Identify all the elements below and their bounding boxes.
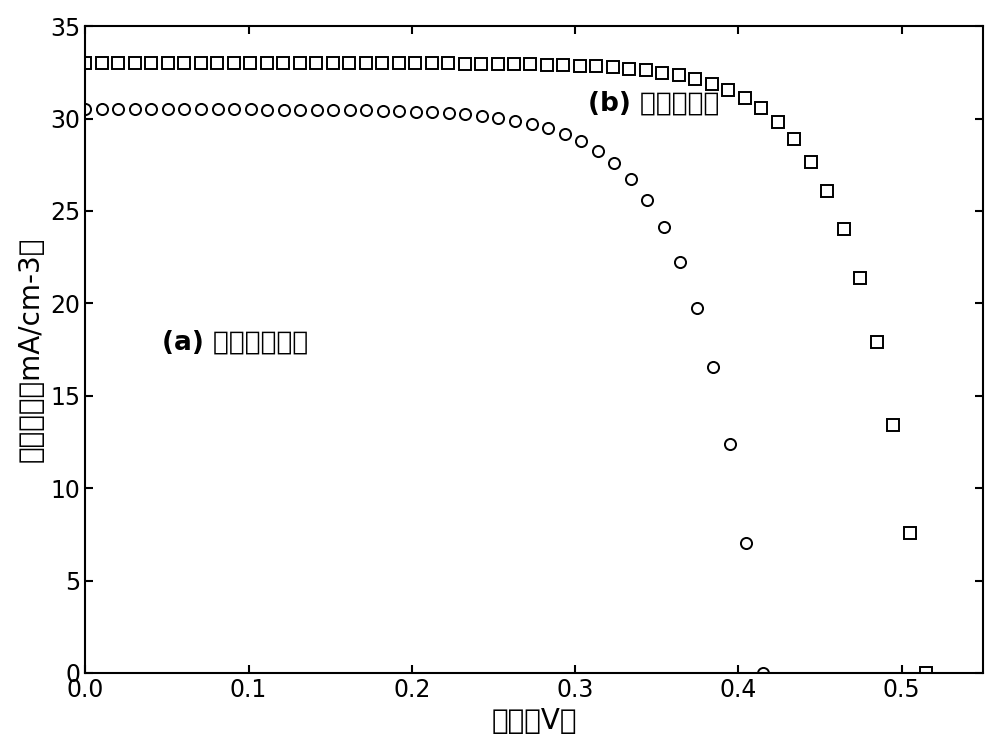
Y-axis label: 电流密度（mA/cm-3）: 电流密度（mA/cm-3） [17, 237, 45, 462]
Text: (a) 未渗杂碱金属: (a) 未渗杂碱金属 [162, 329, 308, 356]
X-axis label: 电压（V）: 电压（V） [492, 708, 577, 735]
Text: (b) 渗杂碱金属: (b) 渗杂碱金属 [588, 90, 720, 117]
